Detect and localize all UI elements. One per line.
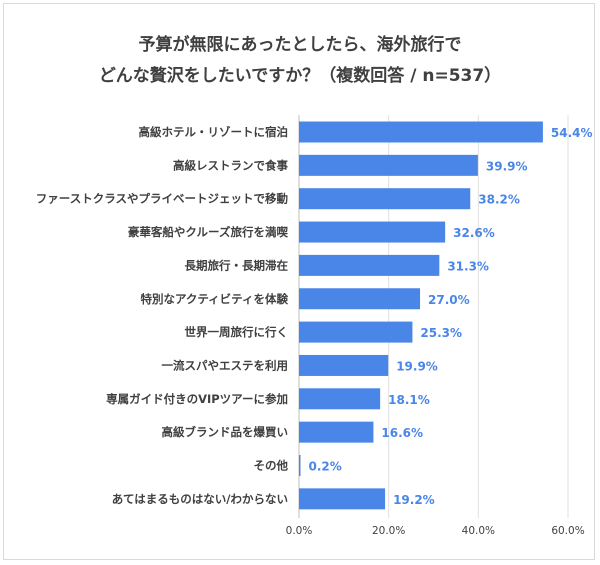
bar-1 [299, 121, 543, 143]
x-tick-label-3: 40.0% [462, 525, 495, 537]
category-label-4: 豪華客船やクルーズ旅行を満喫 [128, 225, 289, 239]
category-label-11: その他 [254, 459, 289, 473]
bar-4 [299, 221, 446, 243]
chart-title-line-2: どんな贅沢をしたいですか？（複数回答 / n=537） [98, 66, 502, 86]
bar-9 [299, 388, 381, 410]
value-label-5: 31.3% [447, 259, 489, 273]
x-tick-label-1: 0.0% [286, 525, 313, 537]
category-label-8: 一流スパやエステを利用 [162, 358, 289, 372]
bar-12 [299, 488, 386, 510]
value-label-8: 19.9% [396, 359, 438, 373]
bar-10 [299, 421, 374, 443]
category-label-1: 高級ホテル・リゾートに宿泊 [139, 125, 289, 139]
bar-2 [299, 154, 478, 176]
category-label-6: 特別なアクティビティを体験 [140, 292, 288, 306]
value-label-3: 38.2% [478, 193, 520, 207]
bar-3 [299, 188, 471, 210]
value-label-4: 32.6% [453, 226, 495, 240]
category-label-5: 長期旅行・長期滞在 [185, 258, 289, 272]
bar-11 [299, 455, 301, 476]
chart-title: 予算が無限にあったとしたら、海外旅行で どんな贅沢をしたいですか？（複数回答 /… [0, 30, 600, 92]
bar-7 [299, 321, 413, 343]
value-label-2: 39.9% [486, 159, 528, 173]
value-label-6: 27.0% [428, 293, 470, 307]
value-label-10: 16.6% [381, 426, 423, 440]
category-label-2: 高級レストランで食事 [173, 158, 288, 172]
x-tick-label-4: 60.0% [551, 525, 584, 537]
bar-8 [299, 354, 389, 376]
value-label-7: 25.3% [420, 326, 462, 340]
bar-6 [299, 288, 421, 310]
value-label-9: 18.1% [388, 393, 430, 407]
category-label-9: 専属ガイド付きのVIPツアーに参加 [106, 392, 288, 406]
value-label-11: 0.2% [309, 460, 342, 474]
category-label-7: 世界一周旅行に行く [185, 325, 289, 339]
chart-title-line-1: 予算が無限にあったとしたら、海外旅行で [138, 35, 462, 55]
value-label-12: 19.2% [393, 493, 435, 507]
category-label-3: ファーストクラスやプライベートジェットで移動 [36, 192, 289, 206]
category-label-12: あてはまるものはない/わからない [112, 492, 288, 506]
x-tick-label-2: 20.0% [372, 525, 405, 537]
value-label-1: 54.4% [551, 126, 593, 140]
category-label-10: 高級ブランド品を爆買い [162, 425, 289, 439]
bar-5 [299, 254, 440, 276]
